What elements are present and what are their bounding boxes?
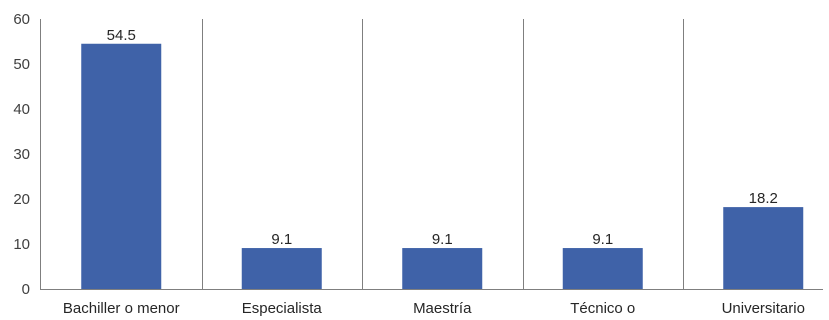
data-label: 9.1 [271,231,292,248]
y-tick-label: 60 [13,11,30,28]
bars [81,43,804,289]
data-label: 54.5 [107,27,136,44]
y-tick-label: 30 [13,146,30,163]
x-tick-label: Universitario [722,300,805,317]
y-tick-label: 0 [22,281,30,298]
data-label: 9.1 [592,231,613,248]
x-tick-label: Maestría [413,300,472,317]
x-tick-label: Técnico o [570,300,635,317]
bar [241,248,322,289]
bar [562,248,643,289]
bar [723,207,804,289]
y-tick-label: 50 [13,56,30,73]
x-tick-label: Bachiller o menor [63,300,180,317]
y-tick-label: 40 [13,101,30,118]
y-tick-label: 20 [13,191,30,208]
data-labels: 54.5 9.1 9.1 9.1 18.2 [107,27,778,248]
x-axis: Bachiller o menor Especialista Maestría Téc… [63,300,805,317]
bar [402,248,483,289]
x-tick-label: Especialista [242,300,323,317]
data-label: 9.1 [432,231,453,248]
data-label: 18.2 [749,190,778,207]
category-separators [40,19,684,289]
bar [81,43,162,289]
y-axis: 0 10 20 30 40 50 60 [13,11,30,298]
y-tick-label: 10 [13,236,30,253]
